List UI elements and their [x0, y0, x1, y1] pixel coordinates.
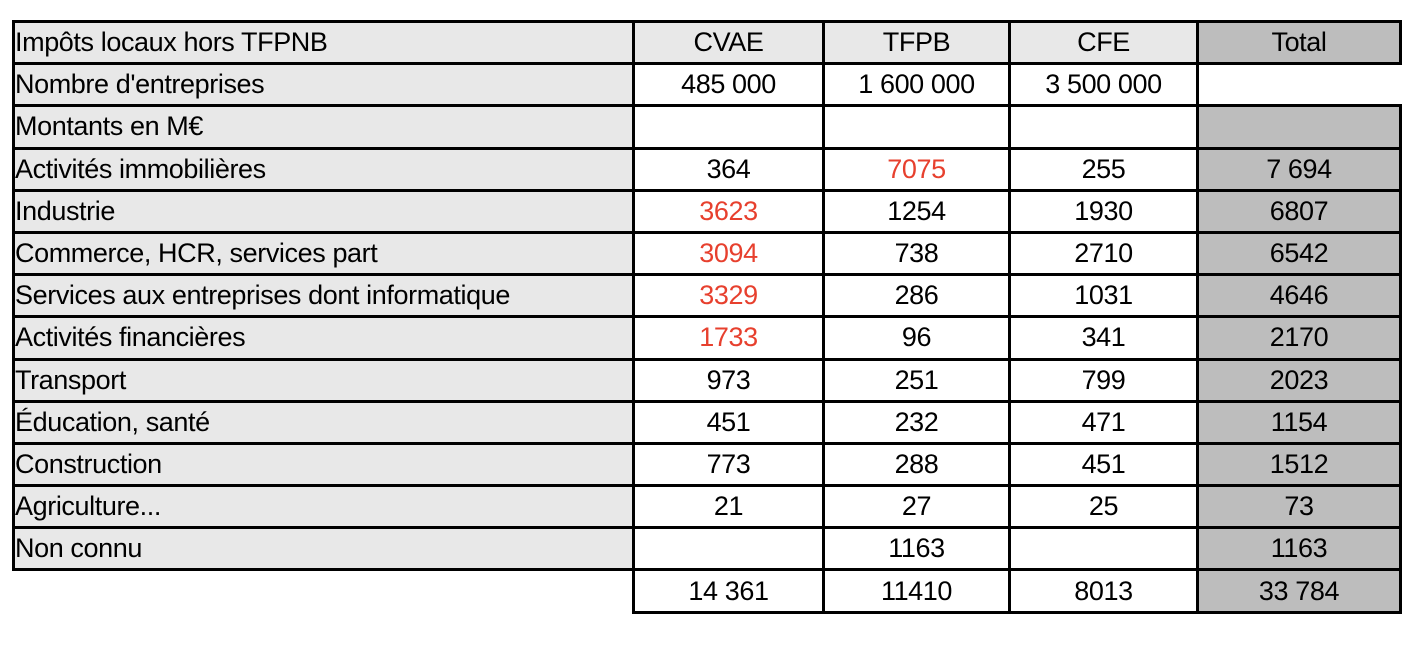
value-cell: 451: [1008, 441, 1199, 488]
row-total-cell: 1154: [1196, 399, 1402, 445]
value-cell: 1930: [1008, 188, 1199, 234]
value-cell: [822, 104, 1011, 150]
value-cell: 286: [822, 273, 1011, 319]
row-total-cell: 7 694: [1196, 146, 1402, 192]
row-label: Activités financières: [12, 315, 635, 361]
table-footer-row: 14 361 11410 8013 33 784: [14, 568, 1402, 614]
table-title-cell: Impôts locaux hors TFPNB: [12, 19, 635, 66]
value-cell: 288: [822, 441, 1011, 488]
row-label: Éducation, santé: [12, 399, 635, 445]
value-cell: [1008, 104, 1199, 150]
value-cell: [632, 526, 825, 572]
value-cell: 3623: [632, 188, 825, 234]
row-total-cell: 73: [1196, 484, 1402, 530]
value-cell: 27: [822, 484, 1011, 530]
column-header-cfe: CFE: [1008, 19, 1199, 66]
table-row: Non connu 1163 1163: [12, 526, 1402, 572]
value-cell: 485 000: [632, 62, 825, 108]
table-row: Transport 973 251 799 2023: [12, 357, 1402, 403]
footer-empty-cell: [14, 570, 634, 612]
value-cell: 96: [822, 315, 1011, 361]
table-row: Nombre d'entreprises 485 000 1 600 000 3 50…: [12, 62, 1401, 108]
row-total-cell: 1163: [1196, 526, 1402, 572]
table-row: Construction 773 288 451 1512: [12, 441, 1402, 488]
value-cell: 1733: [632, 315, 825, 361]
row-label: Agriculture...: [12, 484, 635, 530]
row-total-cell: 2170: [1196, 315, 1402, 361]
row-total-cell: 1512: [1196, 441, 1402, 488]
value-cell: 1254: [822, 188, 1011, 234]
row-total-cell: [1196, 62, 1401, 108]
table-header-row: Impôts locaux hors TFPNB CVAE TFPB CFE T…: [12, 19, 1402, 66]
value-cell: 3094: [632, 230, 825, 277]
value-cell: 255: [1008, 146, 1199, 192]
value-cell: 3329: [632, 273, 825, 319]
value-cell: 364: [632, 146, 825, 192]
row-label: Industrie: [12, 188, 635, 234]
value-cell: 21: [632, 484, 825, 530]
value-cell: [632, 104, 825, 150]
table-row: Commerce, HCR, services part 3094 738 2710 6…: [12, 230, 1402, 277]
value-cell: 25: [1008, 484, 1199, 530]
row-label: Montants en M€: [12, 104, 635, 150]
row-label: Activités immobilières: [12, 146, 635, 192]
row-label: Construction: [12, 441, 635, 488]
local-taxes-table: Impôts locaux hors TFPNB CVAE TFPB CFE T…: [12, 19, 1402, 614]
value-cell: 799: [1008, 357, 1199, 403]
value-cell: 471: [1008, 399, 1199, 445]
table-row: Industrie 3623 1254 1930 6807: [12, 188, 1402, 234]
row-total-cell: 6542: [1196, 230, 1402, 277]
table-row: Activités financières 1733 96 341 2170: [12, 315, 1402, 361]
table-row: Montants en M€: [12, 104, 1402, 150]
row-label: Non connu: [12, 526, 635, 572]
value-cell: 738: [822, 230, 1011, 277]
row-total-cell: [1196, 104, 1402, 150]
table-body: Nombre d'entreprises 485 000 1 600 000 3 50…: [12, 62, 1402, 572]
value-cell: [1008, 526, 1199, 572]
footer-grand-total: 33 784: [1196, 568, 1402, 614]
row-total-cell: 2023: [1196, 357, 1402, 403]
row-label: Services aux entreprises dont informatiq…: [12, 273, 635, 319]
value-cell: 7075: [822, 146, 1011, 192]
column-header-cvae: CVAE: [632, 19, 825, 66]
table-row: Agriculture... 21 27 25 73: [12, 484, 1402, 530]
value-cell: 773: [632, 441, 825, 488]
row-label: Nombre d'entreprises: [12, 62, 635, 108]
column-header-tfpb: TFPB: [822, 19, 1011, 66]
value-cell: 1 600 000: [822, 62, 1011, 108]
column-header-total: Total: [1196, 19, 1402, 66]
row-label: Commerce, HCR, services part: [12, 230, 635, 277]
value-cell: 251: [822, 357, 1011, 403]
table-row: Activités immobilières 364 7075 255 7 694: [12, 146, 1402, 192]
value-cell: 232: [822, 399, 1011, 445]
row-label: Transport: [12, 357, 635, 403]
value-cell: 1031: [1008, 273, 1199, 319]
value-cell: 1163: [822, 526, 1011, 572]
table-row: Services aux entreprises dont informatiq…: [12, 273, 1402, 319]
value-cell: 973: [632, 357, 825, 403]
table-row: Éducation, santé 451 232 471 1154: [12, 399, 1402, 445]
footer-tfpb-total: 11410: [822, 568, 1011, 614]
value-cell: 341: [1008, 315, 1199, 361]
row-total-cell: 4646: [1196, 273, 1402, 319]
footer-cfe-total: 8013: [1008, 568, 1199, 614]
value-cell: 3 500 000: [1008, 62, 1199, 108]
row-total-cell: 6807: [1196, 188, 1402, 234]
footer-cvae-total: 14 361: [632, 568, 825, 614]
value-cell: 2710: [1008, 230, 1199, 277]
value-cell: 451: [632, 399, 825, 445]
